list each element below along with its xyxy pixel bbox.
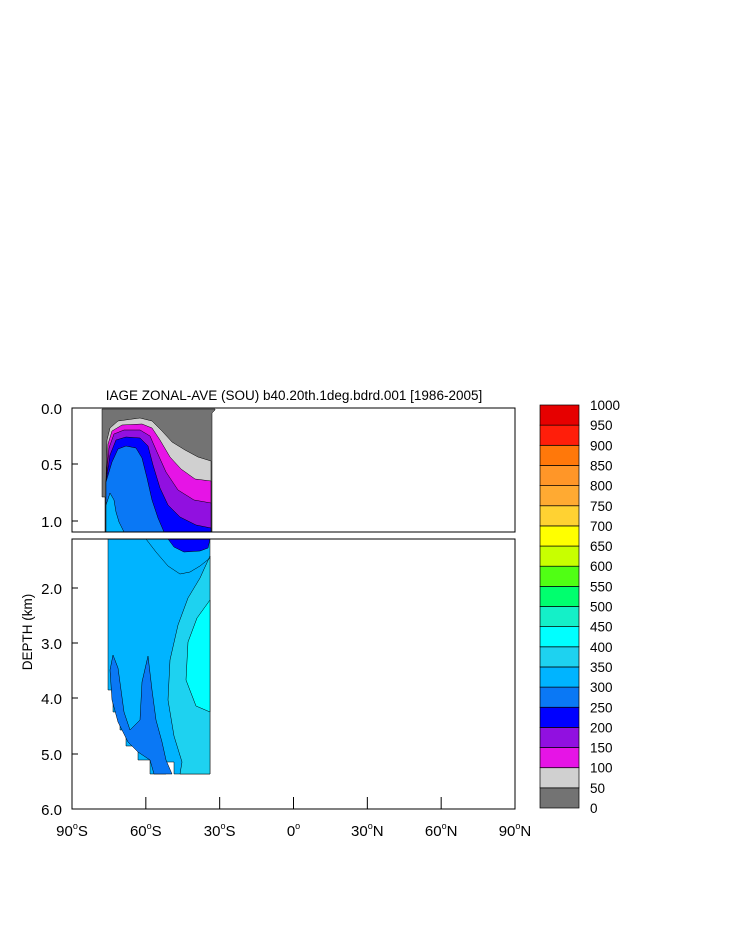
colorbar-swatch-950: [539, 404, 580, 426]
colorbar-swatch-550: [539, 565, 580, 587]
colorbar-swatch-700: [539, 505, 580, 527]
lower-age-400-450: [185, 599, 211, 713]
colorbar-label-850: 850: [590, 458, 613, 473]
colorbar-label-900: 900: [590, 438, 613, 453]
colorbar: 0 50 100 150 200 250 300 350 400 450 500 550 600 650 7…: [539, 398, 620, 816]
ytick-label-lower-4: 6.0: [41, 802, 62, 819]
ytick-label-upper-0: 0.0: [41, 401, 62, 418]
colorbar-swatch-400: [539, 626, 580, 648]
colorbar-swatch-800: [539, 465, 580, 486]
colorbar-label-250: 250: [590, 700, 613, 715]
lower-age-contour-line: [145, 538, 211, 575]
colorbar-label-700: 700: [590, 519, 613, 534]
colorbar-swatch-200: [539, 706, 580, 728]
colorbar-label-350: 350: [590, 660, 613, 675]
y-tick-labels: 0.0 0.5 1.0 2.0 3.0 4.0 5.0 6.0: [41, 401, 62, 819]
colorbar-swatch-500: [539, 585, 580, 607]
x-axis-ticks: 90oS 60oS 30oS 0o 30oN 60oN 90oN: [56, 797, 531, 840]
x-tick-label: 60oS: [130, 821, 162, 840]
ytick-label-lower-3: 5.0: [41, 747, 62, 764]
x-tick-label: 30oN: [351, 821, 384, 840]
colorbar-label-400: 400: [590, 640, 613, 655]
colorbar-label-500: 500: [590, 600, 613, 615]
upper-panel-frame: [71, 407, 516, 533]
x-tick-label: 60oN: [425, 821, 458, 840]
chart-title: IAGE ZONAL-AVE (SOU) b40.20th.1deg.bdrd.…: [106, 388, 482, 403]
colorbar-swatch-650: [539, 525, 580, 547]
colorbar-label-0: 0: [590, 801, 598, 816]
colorbar-swatch-450: [539, 606, 580, 627]
upper-panel-contours: [101, 408, 216, 533]
colorbar-label-100: 100: [590, 761, 613, 776]
colorbar-label-50: 50: [590, 781, 605, 796]
colorbar-swatch-300: [539, 666, 580, 688]
colorbar-swatch-0: [539, 787, 580, 809]
x-tick-label: 90oS: [56, 821, 88, 840]
colorbar-swatch-250: [539, 686, 580, 708]
colorbar-swatch-900: [539, 424, 580, 446]
colorbar-label-300: 300: [590, 680, 613, 695]
x-tick-label: 0o: [287, 821, 300, 840]
ytick-label-lower-1: 3.0: [41, 636, 62, 653]
colorbar-label-950: 950: [590, 418, 613, 433]
colorbar-label-200: 200: [590, 720, 613, 735]
colorbar-swatch-150: [539, 727, 580, 748]
colorbar-label-150: 150: [590, 741, 613, 756]
lower-panel-contours: [106, 538, 211, 775]
colorbar-swatch-600: [539, 545, 580, 567]
ytick-label-lower-2: 4.0: [41, 691, 62, 708]
ytick-label-upper-1: 0.5: [41, 457, 62, 474]
x-tick-label: 30oS: [204, 821, 236, 840]
colorbar-label-750: 750: [590, 499, 613, 514]
colorbar-label-450: 450: [590, 620, 613, 635]
lower-age-250-300: [109, 654, 173, 775]
colorbar-swatch-50: [539, 767, 580, 789]
y-tick-marks: [72, 407, 78, 810]
ytick-label-upper-2: 1.0: [41, 514, 62, 531]
colorbar-label-550: 550: [590, 579, 613, 594]
x-tick-label: 90oN: [499, 821, 532, 840]
colorbar-label-1000: 1000: [590, 398, 620, 413]
colorbar-swatch-350: [539, 646, 580, 668]
colorbar-label-650: 650: [590, 539, 613, 554]
colorbar-label-800: 800: [590, 479, 613, 494]
ytick-label-lower-0: 2.0: [41, 581, 62, 598]
colorbar-swatch-750: [539, 485, 580, 507]
y-axis-label: DEPTH (km): [20, 594, 35, 671]
colorbar-swatch-100: [539, 747, 580, 769]
colorbar-label-600: 600: [590, 559, 613, 574]
colorbar-swatch-850: [539, 444, 580, 466]
